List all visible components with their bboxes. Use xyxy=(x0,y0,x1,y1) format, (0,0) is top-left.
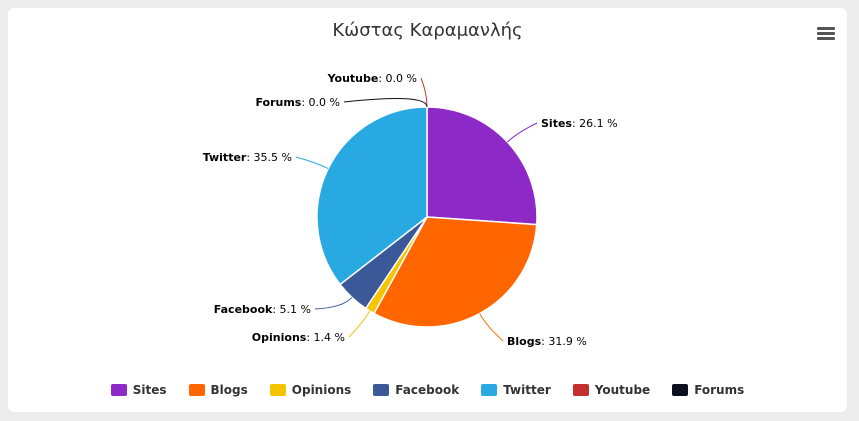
legend-item-forums[interactable]: Forums xyxy=(672,383,744,397)
pie-chart: Sites: 26.1 % Blogs: 31.9 % Opinions: 1.4 … xyxy=(203,72,618,348)
legend-item-sites[interactable]: Sites xyxy=(110,383,167,397)
legend-label: Blogs xyxy=(210,383,248,397)
pie-slice-sites[interactable] xyxy=(426,106,538,226)
legend-item-facebook[interactable]: Facebook xyxy=(373,383,459,397)
data-label-sites: Sites: 26.1 % xyxy=(541,117,618,130)
legend-item-youtube[interactable]: Youtube xyxy=(572,383,651,397)
menu-bar xyxy=(817,37,835,40)
connector-opinions xyxy=(348,310,371,338)
legend-item-opinions[interactable]: Opinions xyxy=(269,383,352,397)
legend-swatch xyxy=(672,384,689,396)
connector-twitter xyxy=(295,156,329,170)
data-label-twitter: Twitter: 35.5 % xyxy=(203,151,292,164)
hamburger-menu-icon[interactable] xyxy=(817,27,835,41)
chart-card: Κώστας Καραμανλής Sites: 26.1 % Blogs: 31… xyxy=(8,8,847,412)
legend-label: Youtube xyxy=(594,383,651,397)
legend-swatch xyxy=(110,384,127,396)
chart-title: Κώστας Καραμανλής xyxy=(332,20,523,41)
data-label-facebook: Facebook: 5.1 % xyxy=(214,303,311,316)
menu-bar xyxy=(817,27,835,30)
legend-item-blogs[interactable]: Blogs xyxy=(188,383,248,397)
data-label-forums: Forums: 0.0 % xyxy=(255,96,340,109)
legend-label: Facebook xyxy=(395,383,460,397)
legend-item-twitter[interactable]: Twitter xyxy=(481,383,551,397)
legend-label: Twitter xyxy=(503,383,551,397)
legend-label: Sites xyxy=(132,383,167,397)
legend-swatch xyxy=(481,384,498,396)
connector-forums xyxy=(343,97,428,108)
legend-swatch xyxy=(188,384,205,396)
menu-bar xyxy=(817,32,835,35)
data-label-opinions: Opinions: 1.4 % xyxy=(252,331,345,344)
legend-swatch xyxy=(373,384,390,396)
chart-legend: Sites Blogs Opinions Facebook Twitter Youtube… xyxy=(8,383,847,397)
legend-label: Forums xyxy=(694,383,745,397)
legend-swatch xyxy=(572,384,589,396)
legend-swatch xyxy=(269,384,286,396)
connector-blogs xyxy=(479,313,504,342)
connector-sites xyxy=(507,122,538,143)
pie-slice-twitter[interactable] xyxy=(316,106,428,286)
data-label-youtube: Youtube: 0.0 % xyxy=(327,72,417,85)
legend-label: Opinions xyxy=(291,383,352,397)
connector-youtube xyxy=(420,77,428,108)
pie-slice-blogs[interactable] xyxy=(372,216,538,328)
connector-facebook xyxy=(314,297,353,310)
data-label-blogs: Blogs: 31.9 % xyxy=(507,335,587,348)
